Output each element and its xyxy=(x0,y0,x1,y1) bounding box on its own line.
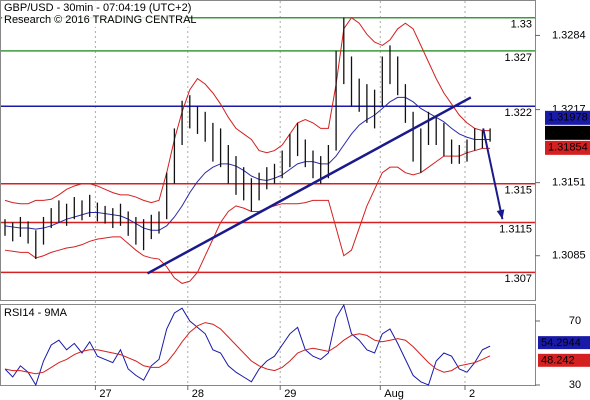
x-tick-label: 27 xyxy=(99,388,111,400)
last-value-box xyxy=(545,110,590,125)
rsi-frame xyxy=(0,304,536,386)
level-label: 1.322 xyxy=(504,107,532,119)
rsi-value-box xyxy=(538,353,590,367)
y-tick-label: 1.3085 xyxy=(552,250,586,262)
header-bg xyxy=(2,1,188,27)
rsi-tick-label: 30 xyxy=(569,379,581,391)
chart-title: GBP/USD - 30min - 07:04:19 (UTC+2) xyxy=(4,2,191,14)
rsi-value-label: 48.242 xyxy=(541,355,575,367)
x-tick-label: 28 xyxy=(192,388,204,400)
chart-subtitle: Research © 2016 TRADING CENTRAL xyxy=(4,14,197,26)
x-tick-label: Aug xyxy=(384,388,404,400)
level-label: 1.33 xyxy=(511,19,532,31)
last-value-box xyxy=(545,140,590,155)
level-label: 1.327 xyxy=(504,52,532,64)
last-value-label: 1.3196 xyxy=(548,127,582,139)
arrow-shaft xyxy=(482,128,504,220)
last-value-label: 1.31854 xyxy=(548,142,588,154)
x-tick-label: 29 xyxy=(284,388,296,400)
rsi-value-label: 54.2944 xyxy=(541,337,581,349)
rsi-title: RSI14 - 9MA xyxy=(4,307,68,319)
x-tick-label: 2 xyxy=(469,388,475,400)
band-middle xyxy=(4,96,491,231)
y-tick-label: 1.3284 xyxy=(552,29,586,41)
rsi-line xyxy=(4,322,491,375)
level-label: 1.307 xyxy=(504,273,532,285)
band-upper xyxy=(4,17,491,205)
arrow-head xyxy=(496,209,505,220)
level-label: 1.315 xyxy=(504,185,532,197)
rsi-value-box xyxy=(538,336,590,350)
band-lower xyxy=(4,147,491,284)
level-label: 1.3115 xyxy=(499,223,532,235)
y-tick-label: 1.3151 xyxy=(552,177,586,189)
last-value-box xyxy=(545,125,590,140)
rsi-line xyxy=(4,303,491,387)
last-value-label: 1.31978 xyxy=(548,112,588,124)
price-frame xyxy=(0,0,536,301)
trendline xyxy=(146,96,472,275)
rsi-tick-label: 70 xyxy=(569,315,581,327)
